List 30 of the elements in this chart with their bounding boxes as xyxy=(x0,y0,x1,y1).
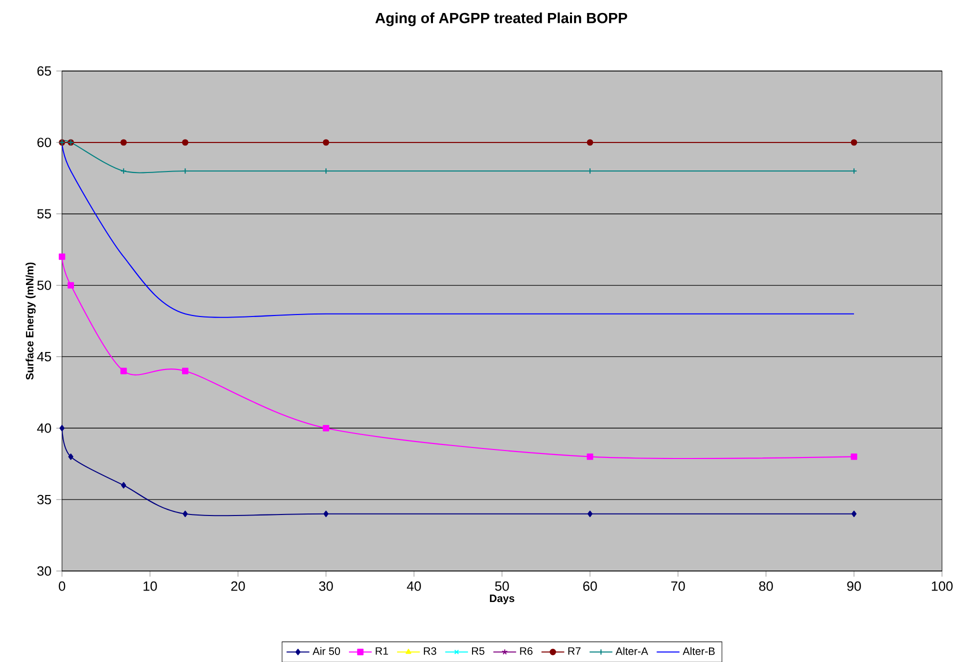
x-tick-label: 80 xyxy=(759,581,773,591)
y-axis-title: Surface Energy (mN/m) xyxy=(26,262,36,380)
x-tick-label: 30 xyxy=(319,581,333,591)
legend-label: Alter-A xyxy=(616,647,648,655)
y-tick-label: 65 xyxy=(37,66,52,76)
x-tick-label: 0 xyxy=(58,581,66,591)
y-tick-label: 60 xyxy=(37,138,52,148)
legend-label: R6 xyxy=(520,647,532,655)
x-tick-label: 10 xyxy=(144,581,157,591)
x-tick-label: 20 xyxy=(231,581,245,591)
legend-label: Air 50 xyxy=(312,647,340,655)
y-tick-label: 40 xyxy=(37,423,52,433)
x-tick-label: 40 xyxy=(406,581,421,591)
legend-label: R3 xyxy=(424,647,436,655)
x-axis-title: Days xyxy=(490,594,514,604)
x-tick-label: 50 xyxy=(495,581,509,591)
x-tick-label: 70 xyxy=(671,581,685,591)
x-tick-label: 90 xyxy=(847,581,861,591)
y-tick-label: 30 xyxy=(37,566,52,576)
y-tick-label: 55 xyxy=(37,209,52,219)
y-tick-label: 45 xyxy=(37,352,52,362)
x-tick-label: 60 xyxy=(583,581,597,591)
x-tick-label: 100 xyxy=(932,581,953,591)
legend-label: R7 xyxy=(568,647,581,655)
legend-label: Alter-B xyxy=(682,647,715,655)
chart-title: Aging of APGPP treated Plain BOPP xyxy=(375,12,628,26)
legend-label: R5 xyxy=(472,647,484,655)
y-tick-label: 35 xyxy=(37,494,52,504)
y-tick-label: 50 xyxy=(37,280,52,290)
legend-label: R1 xyxy=(376,647,388,655)
